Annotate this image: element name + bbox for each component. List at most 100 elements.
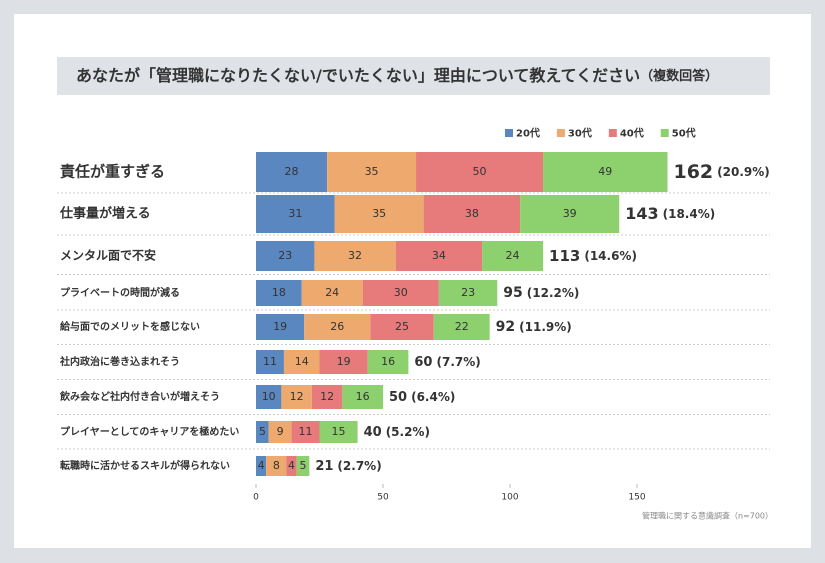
category-label: 飲み会など社内付き合いが増えそう: [59, 390, 220, 403]
share-label: (2.7%): [337, 459, 381, 473]
bar-segment: [281, 385, 312, 409]
title-box: [57, 57, 770, 95]
category-label: プレイヤーとしてのキャリアを極めたい: [60, 425, 239, 438]
total-label: 21 (2.7%): [315, 459, 381, 474]
category-label: プライベートの時間が減る: [60, 286, 180, 299]
bar-segment: [438, 280, 498, 306]
total-value: 95: [503, 285, 522, 301]
bar-segment: [291, 421, 320, 443]
segment-label: 9: [277, 425, 284, 438]
share-label: (5.2%): [386, 425, 430, 439]
bar-segment: [283, 350, 320, 374]
bar-segment: [395, 241, 483, 271]
bar-segment: [319, 350, 368, 374]
source-note: 管理職に関する意識調査（n=700）: [642, 511, 773, 521]
bar-segment: [256, 456, 267, 476]
segment-label: 30: [394, 286, 408, 299]
segment-label: 24: [506, 249, 520, 262]
bar-segment: [319, 421, 358, 443]
bar-segment: [304, 314, 371, 340]
bar-segment: [296, 456, 310, 476]
title-main: あなたが「管理職になりたくない/でいたくない」理由について教えてください: [76, 66, 640, 85]
segment-label: 31: [288, 207, 302, 220]
bar-segment: [268, 421, 292, 443]
segment-label: 4: [288, 459, 295, 472]
segment-label: 35: [365, 165, 379, 178]
total-label: 95 (12.2%): [503, 285, 579, 301]
total-label: 113 (14.6%): [549, 247, 637, 265]
bar-segment: [301, 280, 363, 306]
segment-label: 50: [473, 165, 487, 178]
bar-segment: [266, 456, 287, 476]
category-label: 仕事量が増える: [59, 206, 151, 222]
total-label: 60 (7.7%): [414, 355, 480, 370]
segment-label: 32: [348, 249, 362, 262]
category-label: 責任が重すぎる: [60, 163, 165, 181]
segment-label: 22: [455, 320, 469, 333]
share-label: (12.2%): [527, 286, 580, 300]
x-tick-label: 50: [377, 493, 389, 503]
bar-segment: [482, 241, 544, 271]
bar-segment: [433, 314, 490, 340]
segment-label: 16: [356, 390, 370, 403]
legend-swatch: [556, 129, 565, 137]
title-note: （複数回答）: [640, 68, 718, 84]
total-value: 92: [496, 319, 515, 335]
x-tick-label: 100: [501, 493, 518, 503]
segment-label: 18: [272, 286, 286, 299]
total-label: 162 (20.9%): [673, 161, 769, 183]
share-label: (18.4%): [663, 207, 716, 221]
chart-title: あなたが「管理職になりたくない/でいたくない」理由について教えてください（複数回…: [76, 66, 718, 85]
segment-label: 14: [295, 355, 309, 368]
bar-segment: [256, 421, 269, 443]
bar-segment: [543, 152, 668, 192]
segment-label: 16: [381, 355, 395, 368]
share-label: (11.9%): [519, 320, 572, 334]
bar-segment: [256, 241, 315, 271]
total-value: 40: [364, 425, 382, 440]
bar-segment: [423, 195, 521, 233]
segment-label: 5: [259, 425, 266, 438]
share-label: (14.6%): [584, 249, 637, 263]
total-value: 143: [625, 204, 658, 223]
bar-segment: [520, 195, 620, 233]
total-value: 60: [414, 355, 432, 370]
total-value: 113: [549, 247, 580, 265]
segment-label: 35: [372, 207, 386, 220]
legend-label: 30代: [568, 127, 592, 140]
segment-label: 11: [299, 425, 313, 438]
segment-label: 39: [563, 207, 577, 220]
category-label: メンタル面で不安: [60, 248, 156, 263]
legend-swatch: [660, 129, 669, 137]
legend-label: 50代: [672, 127, 696, 140]
segment-label: 15: [332, 425, 346, 438]
category-label: 転職時に活かせるスキルが得られない: [60, 459, 230, 472]
segment-label: 12: [290, 390, 304, 403]
total-label: 143 (18.4%): [625, 204, 715, 223]
segment-label: 12: [320, 390, 334, 403]
bar-segment: [256, 385, 282, 409]
bar-segment: [370, 314, 434, 340]
segment-label: 4: [258, 459, 265, 472]
segment-label: 25: [395, 320, 409, 333]
segment-label: 49: [598, 165, 612, 178]
segment-label: 24: [325, 286, 339, 299]
total-value: 50: [389, 390, 407, 405]
legend-label: 40代: [620, 127, 644, 140]
x-tick-label: 0: [253, 493, 259, 503]
bar-segment: [256, 195, 335, 233]
legend-label: 20代: [516, 127, 540, 140]
bar-segment: [327, 152, 417, 192]
total-label: 92 (11.9%): [496, 319, 572, 335]
bar-segment: [311, 385, 343, 409]
segment-label: 19: [337, 355, 351, 368]
category-label: 給与面でのメリットを感じない: [60, 320, 200, 333]
total-value: 21: [315, 459, 333, 474]
share-label: (20.9%): [717, 165, 770, 179]
bar-segment: [367, 350, 409, 374]
segment-label: 28: [285, 165, 299, 178]
legend-swatch: [608, 129, 617, 137]
category-label: 社内政治に巻き込まれそう: [59, 355, 180, 368]
total-label: 40 (5.2%): [364, 425, 430, 440]
